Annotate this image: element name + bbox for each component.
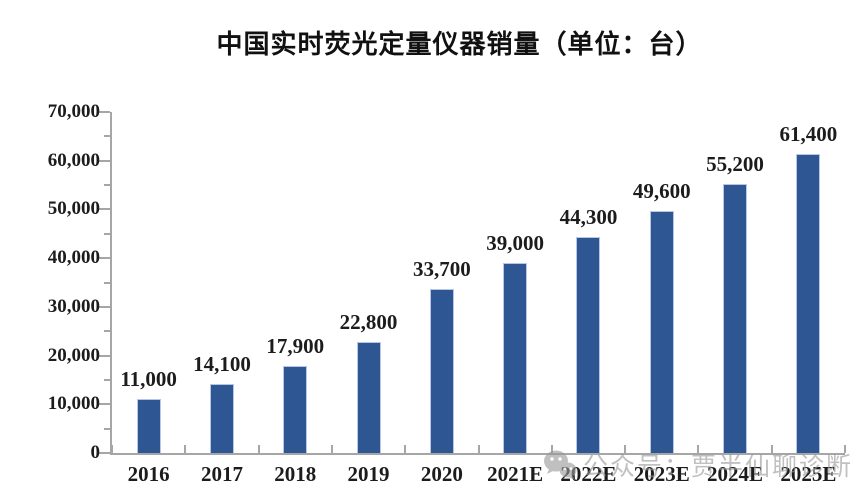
x-axis-category-label: 2017 xyxy=(200,462,243,486)
x-axis-tick xyxy=(111,445,113,453)
y-axis-minor-tick xyxy=(104,281,110,284)
chart-title: 中国实时荧光定量仪器销量（单位：台） xyxy=(216,30,703,59)
bar xyxy=(209,384,234,453)
x-axis-tick xyxy=(184,445,187,453)
bar-value-label: 14,100 xyxy=(193,352,251,377)
x-axis-category-label: 2018 xyxy=(274,462,317,486)
x-axis-tick xyxy=(770,445,773,453)
y-axis-tick-label: 0 xyxy=(90,442,101,463)
bar xyxy=(283,365,308,453)
bar-value-label: 39,000 xyxy=(486,231,545,256)
bar xyxy=(796,153,821,453)
y-axis-major-tick xyxy=(98,305,110,308)
y-axis-major-tick xyxy=(98,354,110,357)
x-axis-category-label: 2023E xyxy=(633,462,690,486)
x-axis-category-label: 2022E xyxy=(560,462,617,486)
y-axis-major-tick xyxy=(98,208,110,211)
bar xyxy=(503,263,528,453)
y-axis-major-tick xyxy=(98,403,110,406)
y-axis-major-tick xyxy=(98,159,110,162)
y-axis-tick-label: 50,000 xyxy=(47,198,100,220)
y-axis-tick-label: 40,000 xyxy=(47,247,100,269)
y-axis-major-tick xyxy=(98,111,110,113)
bar xyxy=(136,399,161,453)
plot-area: 0 10,000 20,000 30,000 40,000 50,000 60,000 70,… xyxy=(48,101,846,486)
bar xyxy=(356,341,381,453)
y-axis-minor-tick xyxy=(104,378,110,381)
x-axis-category-label: 2021E xyxy=(487,462,544,486)
x-axis-tick xyxy=(477,445,480,453)
bar xyxy=(649,211,674,453)
x-axis-tick xyxy=(257,445,260,453)
y-axis-minor-tick xyxy=(104,232,110,235)
x-axis-tick xyxy=(550,445,553,453)
bar-value-label: 11,000 xyxy=(120,367,177,392)
bar-value-label: 22,800 xyxy=(339,309,398,334)
x-axis-tick xyxy=(844,445,846,453)
y-axis-tick-label: 20,000 xyxy=(47,344,100,366)
x-axis-category-label: 2020 xyxy=(420,462,463,486)
y-axis-minor-tick xyxy=(104,135,110,138)
x-axis-category-label: 2024E xyxy=(707,462,764,486)
bar-value-label: 17,900 xyxy=(266,333,325,358)
bar xyxy=(576,237,601,453)
y-axis-major-tick xyxy=(98,257,110,260)
y-axis-tick-label: 60,000 xyxy=(47,149,100,171)
bar-value-label: 61,400 xyxy=(779,121,838,146)
x-axis-category-label: 2025E xyxy=(780,462,837,486)
x-axis-tick xyxy=(624,445,627,453)
y-axis-minor-tick xyxy=(104,184,110,187)
x-axis-tick xyxy=(330,445,333,453)
bar-value-label: 33,700 xyxy=(412,256,471,281)
bar xyxy=(723,184,748,453)
bar-value-label: 44,300 xyxy=(559,205,618,230)
y-axis-tick-label: 10,000 xyxy=(47,393,100,415)
bar xyxy=(429,288,454,453)
bar-value-label: 55,200 xyxy=(706,152,764,177)
bar-value-label: 49,600 xyxy=(632,179,691,204)
y-axis-minor-tick xyxy=(104,427,110,430)
y-axis-tick-label: 70,000 xyxy=(47,101,100,122)
x-axis-category-label: 2016 xyxy=(127,462,170,486)
x-axis-category-label: 2019 xyxy=(347,462,390,486)
y-axis-minor-tick xyxy=(104,330,110,333)
y-axis-tick-label: 30,000 xyxy=(47,295,100,317)
x-axis-tick xyxy=(404,445,407,453)
x-axis-tick xyxy=(697,445,700,453)
y-axis-major-tick xyxy=(98,452,110,454)
